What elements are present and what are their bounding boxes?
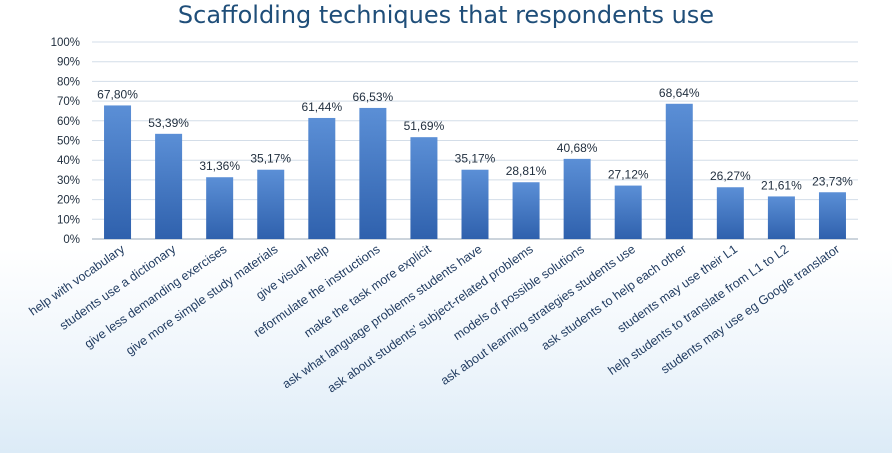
bar xyxy=(257,169,285,239)
data-label: 40,68% xyxy=(557,141,598,155)
bar xyxy=(206,177,234,239)
bar xyxy=(512,182,540,239)
y-tick-label: 0% xyxy=(63,234,80,246)
bar xyxy=(359,107,387,239)
bar xyxy=(155,133,183,239)
data-label: 28,81% xyxy=(506,164,547,178)
y-axis: 0% 10% 20% 30% 40% 50% 60% 70% 80% 90% 100% xyxy=(51,37,80,246)
bar xyxy=(716,187,744,239)
y-tick-label: 30% xyxy=(57,175,80,187)
data-label: 27,12% xyxy=(608,168,649,182)
y-tick-label: 90% xyxy=(57,57,80,69)
data-label: 51,69% xyxy=(404,119,445,133)
y-tick-label: 60% xyxy=(57,116,80,128)
y-tick-label: 70% xyxy=(57,96,80,108)
data-labels: 67,80% 53,39% 31,36% 35,17% 61,44% 66,53% 51,6… xyxy=(97,86,853,193)
bar xyxy=(767,196,795,239)
bar xyxy=(563,158,591,239)
y-tick-label: 40% xyxy=(57,155,80,167)
data-label: 61,44% xyxy=(301,100,342,114)
data-label: 53,39% xyxy=(148,116,189,130)
data-label: 23,73% xyxy=(812,174,853,188)
bar xyxy=(614,185,642,239)
bars xyxy=(104,103,846,240)
bar xyxy=(308,117,336,239)
chart-title: Scaffolding techniques that respondents … xyxy=(177,1,715,29)
bar xyxy=(665,103,693,239)
data-label: 35,17% xyxy=(455,152,496,166)
data-label: 68,64% xyxy=(659,86,700,100)
data-label: 26,27% xyxy=(710,169,751,183)
y-tick-label: 100% xyxy=(51,37,80,49)
y-tick-label: 10% xyxy=(57,214,80,226)
data-label: 35,17% xyxy=(250,152,291,166)
data-label: 67,80% xyxy=(97,87,138,101)
data-label: 66,53% xyxy=(353,90,394,104)
bar xyxy=(104,105,132,240)
data-label: 21,61% xyxy=(761,178,802,192)
data-label: 31,36% xyxy=(199,159,240,173)
y-tick-label: 20% xyxy=(57,195,80,207)
bar xyxy=(410,137,438,239)
bar xyxy=(818,192,846,239)
y-tick-label: 80% xyxy=(57,76,80,88)
bar xyxy=(461,169,489,239)
y-tick-label: 50% xyxy=(57,136,80,148)
